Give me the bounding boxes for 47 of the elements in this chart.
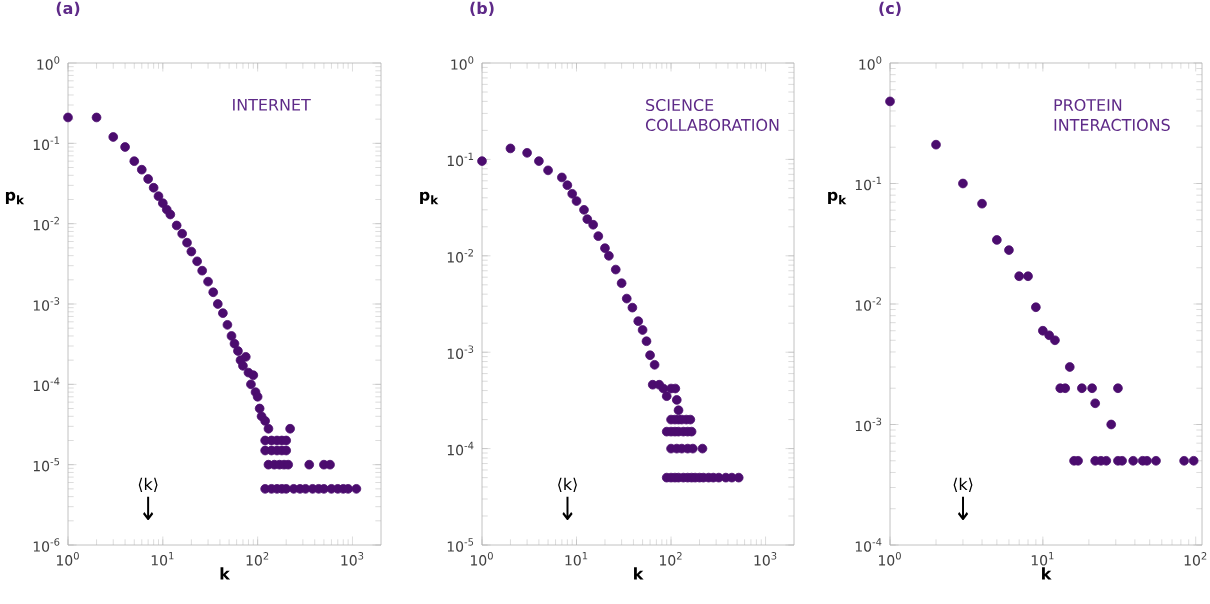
x-tick-label: 10$^{1}$ [1031,552,1054,566]
y-tick-label: 10$^{-2}$ [855,297,881,311]
y-tick-label: 10$^{0}$ [451,56,474,70]
y-tick-label: 10$^{-5}$ [33,457,60,472]
annotation: ↓ [143,496,154,521]
chart-title: (a) [56,1,80,16]
y-tick-label: 10$^{-2}$ [33,216,59,231]
x-tick-label: 10$^{0}$ [470,552,493,566]
x-tick-label: 10$^{3}$ [341,552,364,566]
y-tick-label: 10$^{-4}$ [855,538,882,552]
chart-title: (b) [470,1,494,16]
annotation: ⟨k⟩ [138,477,158,492]
y-tick-label: 10$^{-6}$ [33,538,60,552]
annotation: ↓ [562,496,573,521]
y-tick-label: 10$^{-3}$ [33,297,60,311]
x-tick-label: 10$^{2}$ [660,552,682,566]
y-tick-label: 10$^{-1}$ [855,176,882,191]
y-tick-label: 10$^{-2}$ [447,248,473,263]
x-tick-label: 10$^{3}$ [754,552,777,566]
annotation: ↓ [957,496,969,521]
y-tick-label: 10$^{-1}$ [447,152,474,167]
x-tick-label: 10$^{1}$ [151,552,174,566]
y-tick-label: 10$^{-5}$ [447,538,474,552]
x-tick-label: 10$^{1}$ [565,552,588,566]
annotation: SCIENCE COLLABORATION [645,98,779,131]
y-tick-label: 10$^{-4}$ [447,441,474,456]
annotation: ⟨k⟩ [953,477,973,492]
y-tick-label: 10$^{-1}$ [33,136,60,151]
x-tick-label: 10$^{2}$ [246,552,269,566]
y-tick-label: 10$^{0}$ [859,56,882,70]
x-tick-label: 10$^{0}$ [879,552,901,566]
x-axis-title: k [220,567,231,580]
chart-title: (c) [879,1,901,16]
y-axis-title: p$_{k}$ [420,191,439,205]
y-axis-title: p$_{k}$ [5,191,25,205]
x-tick-label: 10$^{0}$ [56,552,79,566]
y-tick-label: 10$^{0}$ [37,56,60,70]
y-tick-label: 10$^{-3}$ [447,345,474,359]
annotation: INTERNET [233,98,311,111]
y-tick-label: 10$^{-3}$ [855,417,882,432]
y-axis-title: p$_{k}$ [828,191,847,205]
x-tick-label: 10$^{2}$ [1184,552,1207,566]
annotation: ⟨k⟩ [558,477,577,492]
x-axis-title: k [634,567,644,580]
y-tick-label: 10$^{-4}$ [33,377,60,392]
x-axis-title: k [1042,567,1052,580]
annotation: PROTEIN INTERACTIONS [1054,98,1170,131]
